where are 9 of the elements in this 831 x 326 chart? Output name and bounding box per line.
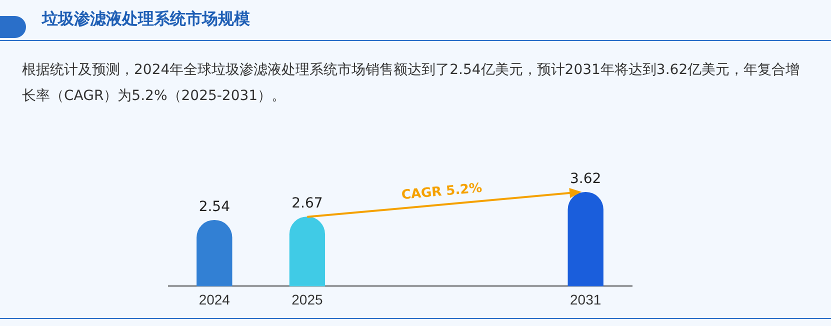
data-label: 2.54 xyxy=(198,198,230,215)
x-tick-label: 2024 xyxy=(198,291,230,308)
data-label: 3.62 xyxy=(570,170,602,187)
x-tick-label: 2031 xyxy=(570,291,602,308)
annotation: CAGR 5.2% xyxy=(400,180,483,204)
data-label: 2.67 xyxy=(292,196,323,212)
chart-subtitle: 根据统计及预测，2024年全球垃圾渗滤液处理系统市场销售额达到了2.54亿美元，预计2031年将达到3.62亿美元，年复合增长率（CAGR）为5.2%（2025-2031）。 xyxy=(22,61,801,106)
x-tick-label: 2025 xyxy=(292,291,323,308)
chart-title: 垃圾渗滤液处理系统市场规模 xyxy=(42,9,250,30)
